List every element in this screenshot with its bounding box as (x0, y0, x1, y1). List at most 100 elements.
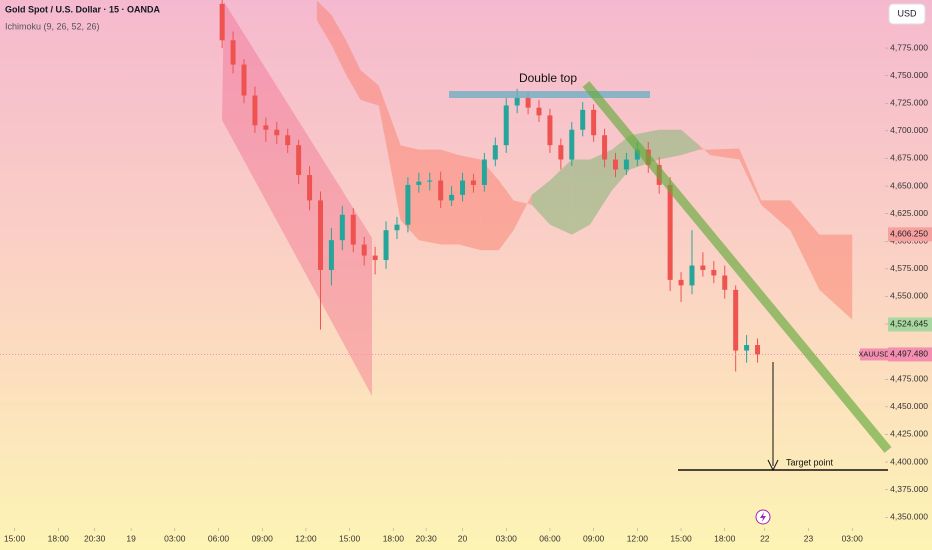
candle-body (383, 230, 389, 261)
x-tick-label: 22 (760, 533, 770, 543)
cloud-segment (513, 194, 532, 231)
y-tick-label: 4,750.000 (890, 70, 928, 80)
cloud-segment (790, 200, 820, 290)
y-tick-label: 4,625.000 (890, 208, 928, 218)
y-tick-label: 4,775.000 (890, 42, 928, 52)
candle-body (700, 265, 706, 270)
symbol-tag (860, 348, 888, 361)
candle-body (558, 145, 564, 160)
event-icon-bolt (760, 512, 766, 522)
price-tag (888, 227, 932, 242)
candle-body (372, 255, 378, 261)
candle-body (394, 224, 400, 231)
candle-body (634, 149, 640, 160)
currency-label: USD (897, 8, 917, 18)
x-tick-label: 19 (126, 533, 136, 543)
candle-body (623, 159, 629, 170)
candle-body (350, 214, 356, 245)
x-tick-label: 20:30 (415, 533, 437, 543)
x-tick-label: 18:00 (48, 533, 70, 543)
candle-body (317, 200, 323, 270)
cloud-segment (590, 149, 612, 225)
y-tick-label: 4,475.000 (890, 374, 928, 384)
x-tick-label: 18:00 (714, 533, 736, 543)
currency-button[interactable] (888, 3, 926, 25)
last-price-label: 4,497.480 (890, 349, 928, 359)
x-tick-label: 15:00 (339, 533, 361, 543)
y-tick-label: 4,575.000 (890, 263, 928, 273)
candle-body (460, 180, 466, 195)
candle-body (328, 240, 334, 270)
x-tick-label: 03:00 (842, 533, 864, 543)
cloud-segment (331, 14, 346, 75)
cloud-segment (571, 159, 590, 235)
candle-body (547, 115, 553, 146)
x-tick-label: 06:00 (208, 533, 230, 543)
candle-body (612, 159, 618, 170)
price-tag-label: 4,524.645 (890, 319, 928, 329)
candle-body (470, 180, 476, 185)
x-tick-label: 06:00 (539, 533, 561, 543)
arrow-head (767, 459, 779, 472)
x-tick-label: 18:00 (383, 533, 405, 543)
double-top-zone (449, 91, 650, 98)
x-tick-label: 09:00 (252, 533, 274, 543)
candle-body (591, 109, 597, 136)
cloud-segment (345, 40, 361, 100)
cloud-segment (659, 129, 682, 160)
y-tick-label: 4,550.000 (890, 291, 928, 301)
x-tick-label: 09:00 (583, 533, 605, 543)
candle-body (667, 184, 673, 280)
candle-body (722, 275, 728, 290)
chart-title: Gold Spot / U.S. Dollar · 15 · OANDA (5, 4, 161, 14)
candle-body (689, 265, 695, 286)
cloud-segment (710, 148, 740, 160)
cloud-segment (699, 145, 711, 156)
candle-body (733, 289, 739, 351)
x-tick-label: 20 (458, 533, 468, 543)
x-tick-label: 15:00 (4, 533, 26, 543)
candle-body (339, 214, 345, 241)
x-tick-label: 15:00 (670, 533, 692, 543)
y-tick-label: 4,725.000 (890, 97, 928, 107)
candle-body (678, 279, 684, 286)
candle-body (252, 95, 258, 126)
symbol-label: XAUUSD (858, 349, 890, 358)
candle-body (230, 40, 236, 65)
candle-body (536, 107, 542, 116)
cloud-segment (531, 180, 550, 225)
price-tag (888, 317, 932, 332)
y-tick-label: 4,650.000 (890, 180, 928, 190)
y-tick-label: 4,350.000 (890, 512, 928, 522)
candle-body (514, 97, 520, 106)
x-tick-label: 12:00 (295, 533, 317, 543)
candle-body (449, 194, 455, 201)
cloud-segment (819, 234, 853, 320)
y-tick-label: 4,425.000 (890, 429, 928, 439)
cloud-segment (549, 159, 572, 235)
candle-body (580, 109, 586, 130)
x-tick-label: 03:00 (164, 533, 186, 543)
y-tick-label: 4,400.000 (890, 456, 928, 466)
target-label: Target point (786, 457, 834, 467)
candle-body (492, 145, 498, 160)
candle-body (285, 135, 291, 146)
candle-body (438, 180, 444, 201)
candle-body (361, 244, 367, 256)
cloud-segment (611, 135, 631, 191)
candle-body (416, 181, 422, 185)
channel-drawing (222, 2, 372, 396)
y-tick-label: 4,700.000 (890, 125, 928, 135)
candle-body (219, 3, 225, 41)
price-tag-label: 4,606.250 (890, 229, 928, 239)
y-tick-label: 4,675.000 (890, 153, 928, 163)
candle-body (755, 345, 761, 355)
candle-body (263, 125, 269, 130)
candle-body (711, 269, 717, 276)
candle-body (569, 129, 575, 160)
last-price-tag (888, 347, 932, 362)
candle-body (744, 345, 750, 351)
